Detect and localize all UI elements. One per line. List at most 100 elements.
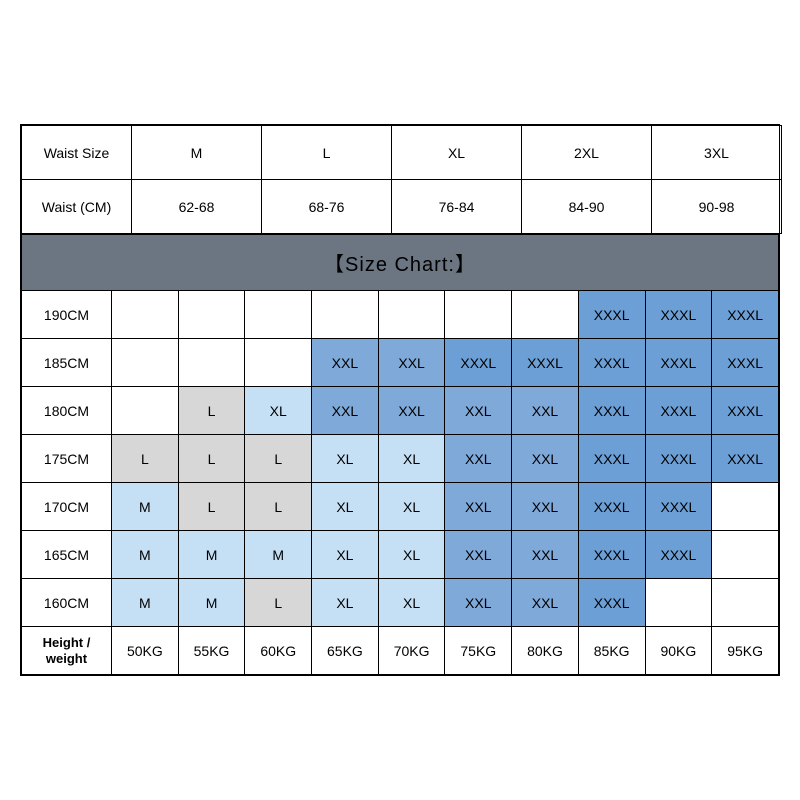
- waist-cm-cell: 68-76: [262, 180, 392, 234]
- size-cell: XXL: [445, 387, 512, 435]
- size-cell: [378, 291, 445, 339]
- size-cell: XXL: [512, 483, 579, 531]
- size-cell: XXL: [312, 339, 379, 387]
- waist-size-label: Waist Size: [22, 126, 132, 180]
- size-cell: XXXL: [645, 339, 712, 387]
- size-cell: M: [112, 579, 179, 627]
- size-cell: M: [178, 531, 245, 579]
- size-cell: XXXL: [578, 531, 645, 579]
- grid-row: 160CMMMLXLXLXXLXXLXXXL: [22, 579, 779, 627]
- grid-row: 180CMLXLXXLXXLXXLXXLXXXLXXXLXXXL: [22, 387, 779, 435]
- size-cell: XXXL: [712, 435, 779, 483]
- size-cell: L: [245, 579, 312, 627]
- waist-size-cell: M: [132, 126, 262, 180]
- banner-row: 【Size Chart:】: [22, 235, 779, 291]
- size-cell: [712, 483, 779, 531]
- height-label: 175CM: [22, 435, 112, 483]
- size-cell: XL: [312, 435, 379, 483]
- size-cell: L: [245, 483, 312, 531]
- size-cell: [245, 291, 312, 339]
- size-cell: XXXL: [578, 483, 645, 531]
- weight-cell: 60KG: [245, 627, 312, 675]
- waist-size-cell: 2XL: [522, 126, 652, 180]
- waist-cm-row: Waist (CM) 62-68 68-76 76-84 84-90 90-98: [22, 180, 782, 234]
- footer-row: Height /weight50KG55KG60KG65KG70KG75KG80…: [22, 627, 779, 675]
- size-chart-banner: 【Size Chart:】: [22, 235, 779, 291]
- weight-cell: 70KG: [378, 627, 445, 675]
- size-cell: XXL: [445, 579, 512, 627]
- size-grid-table: 【Size Chart:】 190CMXXXLXXXLXXXL185CMXXLX…: [21, 234, 779, 675]
- size-cell: XL: [378, 579, 445, 627]
- height-label: 160CM: [22, 579, 112, 627]
- size-cell: XXXL: [712, 291, 779, 339]
- weight-cell: 75KG: [445, 627, 512, 675]
- size-cell: XXL: [512, 387, 579, 435]
- size-cell: XXXL: [578, 579, 645, 627]
- size-cell: XL: [312, 531, 379, 579]
- size-cell: XXXL: [578, 291, 645, 339]
- size-cell: XXXL: [645, 435, 712, 483]
- weight-cell: 55KG: [178, 627, 245, 675]
- size-cell: M: [178, 579, 245, 627]
- size-cell: XL: [245, 387, 312, 435]
- size-cell: XXXL: [578, 387, 645, 435]
- waist-table: Waist Size M L XL 2XL 3XL Waist (CM) 62-…: [21, 125, 782, 234]
- size-cell: XXXL: [445, 339, 512, 387]
- height-label: 185CM: [22, 339, 112, 387]
- height-label: 190CM: [22, 291, 112, 339]
- size-cell: XXXL: [712, 339, 779, 387]
- size-cell: XXXL: [645, 531, 712, 579]
- size-cell: L: [112, 435, 179, 483]
- size-cell: [112, 291, 179, 339]
- size-cell: XXXL: [578, 435, 645, 483]
- size-cell: [712, 531, 779, 579]
- size-cell: XXL: [445, 483, 512, 531]
- size-cell: [178, 339, 245, 387]
- size-cell: XL: [312, 483, 379, 531]
- size-cell: XXXL: [645, 483, 712, 531]
- size-cell: M: [112, 531, 179, 579]
- size-cell: XL: [378, 435, 445, 483]
- size-cell: M: [112, 483, 179, 531]
- size-cell: L: [178, 387, 245, 435]
- size-chart: Waist Size M L XL 2XL 3XL Waist (CM) 62-…: [20, 124, 780, 676]
- size-cell: M: [245, 531, 312, 579]
- size-cell: XXL: [445, 435, 512, 483]
- weight-cell: 90KG: [645, 627, 712, 675]
- weight-cell: 95KG: [712, 627, 779, 675]
- size-cell: [645, 579, 712, 627]
- size-cell: XXXL: [645, 387, 712, 435]
- waist-cm-cell: 84-90: [522, 180, 652, 234]
- waist-cm-cell: 90-98: [652, 180, 782, 234]
- size-cell: L: [178, 483, 245, 531]
- size-cell: [112, 387, 179, 435]
- size-cell: XXL: [312, 387, 379, 435]
- height-weight-label: Height /weight: [22, 627, 112, 675]
- size-cell: XL: [378, 531, 445, 579]
- waist-size-row: Waist Size M L XL 2XL 3XL: [22, 126, 782, 180]
- size-cell: XXXL: [578, 339, 645, 387]
- size-cell: [712, 579, 779, 627]
- height-label: 180CM: [22, 387, 112, 435]
- grid-row: 165CMMMMXLXLXXLXXLXXXLXXXL: [22, 531, 779, 579]
- size-cell: XXL: [445, 531, 512, 579]
- size-cell: XXXL: [712, 387, 779, 435]
- size-cell: L: [178, 435, 245, 483]
- size-cell: [245, 339, 312, 387]
- waist-cm-label: Waist (CM): [22, 180, 132, 234]
- size-cell: XXL: [378, 339, 445, 387]
- grid-row: 175CMLLLXLXLXXLXXLXXXLXXXLXXXL: [22, 435, 779, 483]
- size-cell: [512, 291, 579, 339]
- height-label: 170CM: [22, 483, 112, 531]
- grid-row: 185CMXXLXXLXXXLXXXLXXXLXXXLXXXL: [22, 339, 779, 387]
- size-cell: [112, 339, 179, 387]
- size-cell: XXL: [378, 387, 445, 435]
- height-label: 165CM: [22, 531, 112, 579]
- waist-cm-cell: 76-84: [392, 180, 522, 234]
- size-cell: XXL: [512, 579, 579, 627]
- waist-cm-cell: 62-68: [132, 180, 262, 234]
- size-cell: [178, 291, 245, 339]
- size-cell: L: [245, 435, 312, 483]
- size-cell: XL: [378, 483, 445, 531]
- weight-cell: 50KG: [112, 627, 179, 675]
